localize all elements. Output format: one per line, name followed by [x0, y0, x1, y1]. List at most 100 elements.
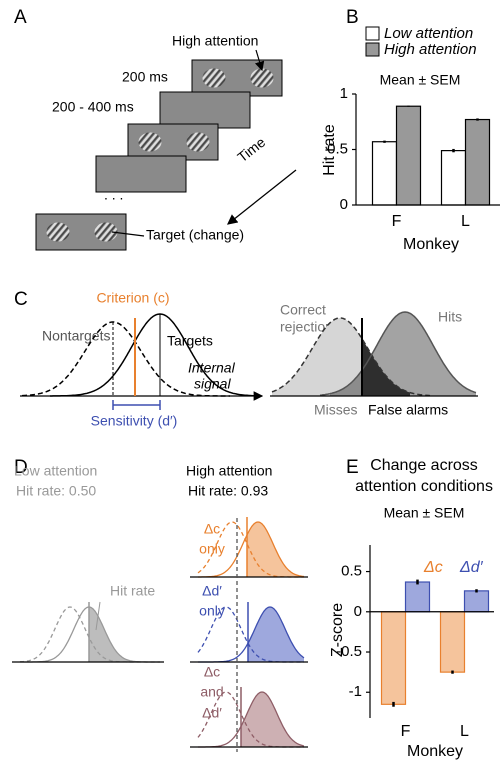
chart-title: Change across attention conditions	[355, 457, 493, 495]
interval-label: 200 ms	[122, 69, 168, 85]
sensitivity-label: Sensitivity (d′)	[91, 413, 178, 429]
interval-label: 200 - 400 ms	[52, 99, 134, 115]
panel-label: D	[14, 457, 28, 478]
chart-title-box: Change across attention conditions	[355, 457, 493, 495]
target-curve	[198, 521, 305, 578]
panel-label: E	[346, 457, 359, 478]
bar	[463, 590, 490, 613]
y-tick-label: 0	[340, 196, 348, 213]
row-label: Δc	[204, 521, 220, 537]
panel-label: B	[346, 7, 359, 28]
target-pointer	[111, 231, 145, 237]
gabor-edge	[183, 129, 213, 155]
y-tick-label: 0	[354, 603, 362, 620]
hit-area	[241, 692, 304, 747]
row-label: Δd′	[202, 705, 222, 721]
gabor	[199, 65, 229, 91]
attention-diagram: Low attention Hit rate: 0.50 High attent…	[14, 463, 272, 721]
gabor-edge	[43, 219, 73, 245]
gabor-edge	[135, 129, 165, 155]
misses-label: Misses	[314, 402, 358, 418]
legend-swatch	[365, 26, 380, 41]
y-tick-label: 1	[340, 85, 348, 102]
gabor-patch	[46, 222, 70, 242]
gabor-patch	[250, 68, 274, 88]
gabor-edge	[91, 219, 121, 245]
hit-rate-label: Hit rate: 0.50	[16, 483, 96, 499]
gabor-patch	[202, 68, 226, 88]
panel-label: A	[14, 7, 27, 28]
legend-swatch	[365, 42, 380, 57]
false-alarms-label: False alarms	[368, 402, 448, 418]
legend-label: Δc	[423, 559, 443, 576]
target-curve	[50, 313, 255, 397]
gabor	[91, 219, 121, 245]
bar	[404, 581, 431, 613]
hits-label: Hits	[438, 309, 462, 325]
x-tick-label: F	[401, 723, 411, 740]
hit-rate-annotation: Hit rate	[110, 583, 155, 599]
diagram-line	[95, 601, 101, 631]
row-label: only	[199, 541, 225, 557]
gabor	[247, 65, 277, 91]
legend-label: High attention	[384, 41, 477, 58]
gabor	[43, 219, 73, 245]
time-arrow	[226, 169, 297, 225]
x-axis-label: Monkey	[403, 236, 459, 253]
x-tick-label: L	[460, 723, 469, 740]
misses-area	[330, 370, 362, 396]
x-tick-label: F	[392, 213, 402, 230]
gabor-patch	[138, 132, 162, 152]
bar	[439, 611, 466, 673]
y-tick-label: -1	[349, 683, 362, 700]
hit-area	[248, 607, 304, 662]
hit-rate-label: Hit rate: 0.93	[188, 483, 268, 499]
criterion-label: Criterion (c)	[96, 290, 169, 306]
x-axis-label: Monkey	[407, 743, 463, 760]
y-axis-label: Hit rate	[321, 124, 338, 176]
stimulus-frame	[159, 91, 251, 129]
y-tick-label: -0.5	[336, 643, 362, 660]
nontarget-curve	[197, 521, 304, 578]
axis-label: signal	[194, 376, 231, 392]
bar	[440, 150, 467, 206]
hit-area	[89, 607, 160, 662]
targets-label: Targets	[167, 333, 213, 349]
y-tick-label: 0.5	[327, 140, 348, 157]
row-label: Δd′	[202, 583, 222, 599]
bar	[380, 611, 407, 705]
gabor-edge	[199, 65, 229, 91]
gabor	[135, 129, 165, 155]
condition-label: High attention	[186, 463, 272, 479]
legend-label: Low attention	[384, 25, 473, 42]
bar	[395, 105, 422, 206]
target-label: Target (change)	[146, 227, 244, 243]
correct-rejections-label: Correct	[280, 302, 326, 318]
time-label: Time	[234, 134, 268, 166]
nontarget-curve	[22, 321, 230, 397]
nontargets-label: Nontargets	[42, 328, 110, 344]
row-label: Δc	[204, 664, 220, 680]
condition-label: Low attention	[14, 463, 97, 479]
gabor-patch	[94, 222, 118, 242]
x-tick-label: L	[461, 213, 470, 230]
chart-subtitle: Mean ± SEM	[384, 505, 465, 521]
bar	[371, 141, 398, 206]
hits-area	[362, 312, 476, 396]
y-tick-label: 0.5	[341, 563, 362, 580]
gabor	[183, 129, 213, 155]
y-axis-label: Z-score	[329, 603, 346, 657]
axis-label: Internal	[188, 360, 236, 376]
cue-arrow	[254, 49, 265, 72]
stimulus-frame	[95, 155, 187, 193]
correct-rejections-area	[272, 318, 362, 396]
legend-label: Δd′	[459, 559, 484, 576]
chart-subtitle: Mean ± SEM	[380, 72, 461, 88]
cue-label: High attention	[172, 33, 258, 49]
false-alarms-area	[362, 338, 410, 396]
gabor-patch	[186, 132, 210, 152]
nontarget-curve	[271, 317, 431, 397]
bar	[464, 118, 491, 206]
row-label: and	[200, 684, 223, 700]
